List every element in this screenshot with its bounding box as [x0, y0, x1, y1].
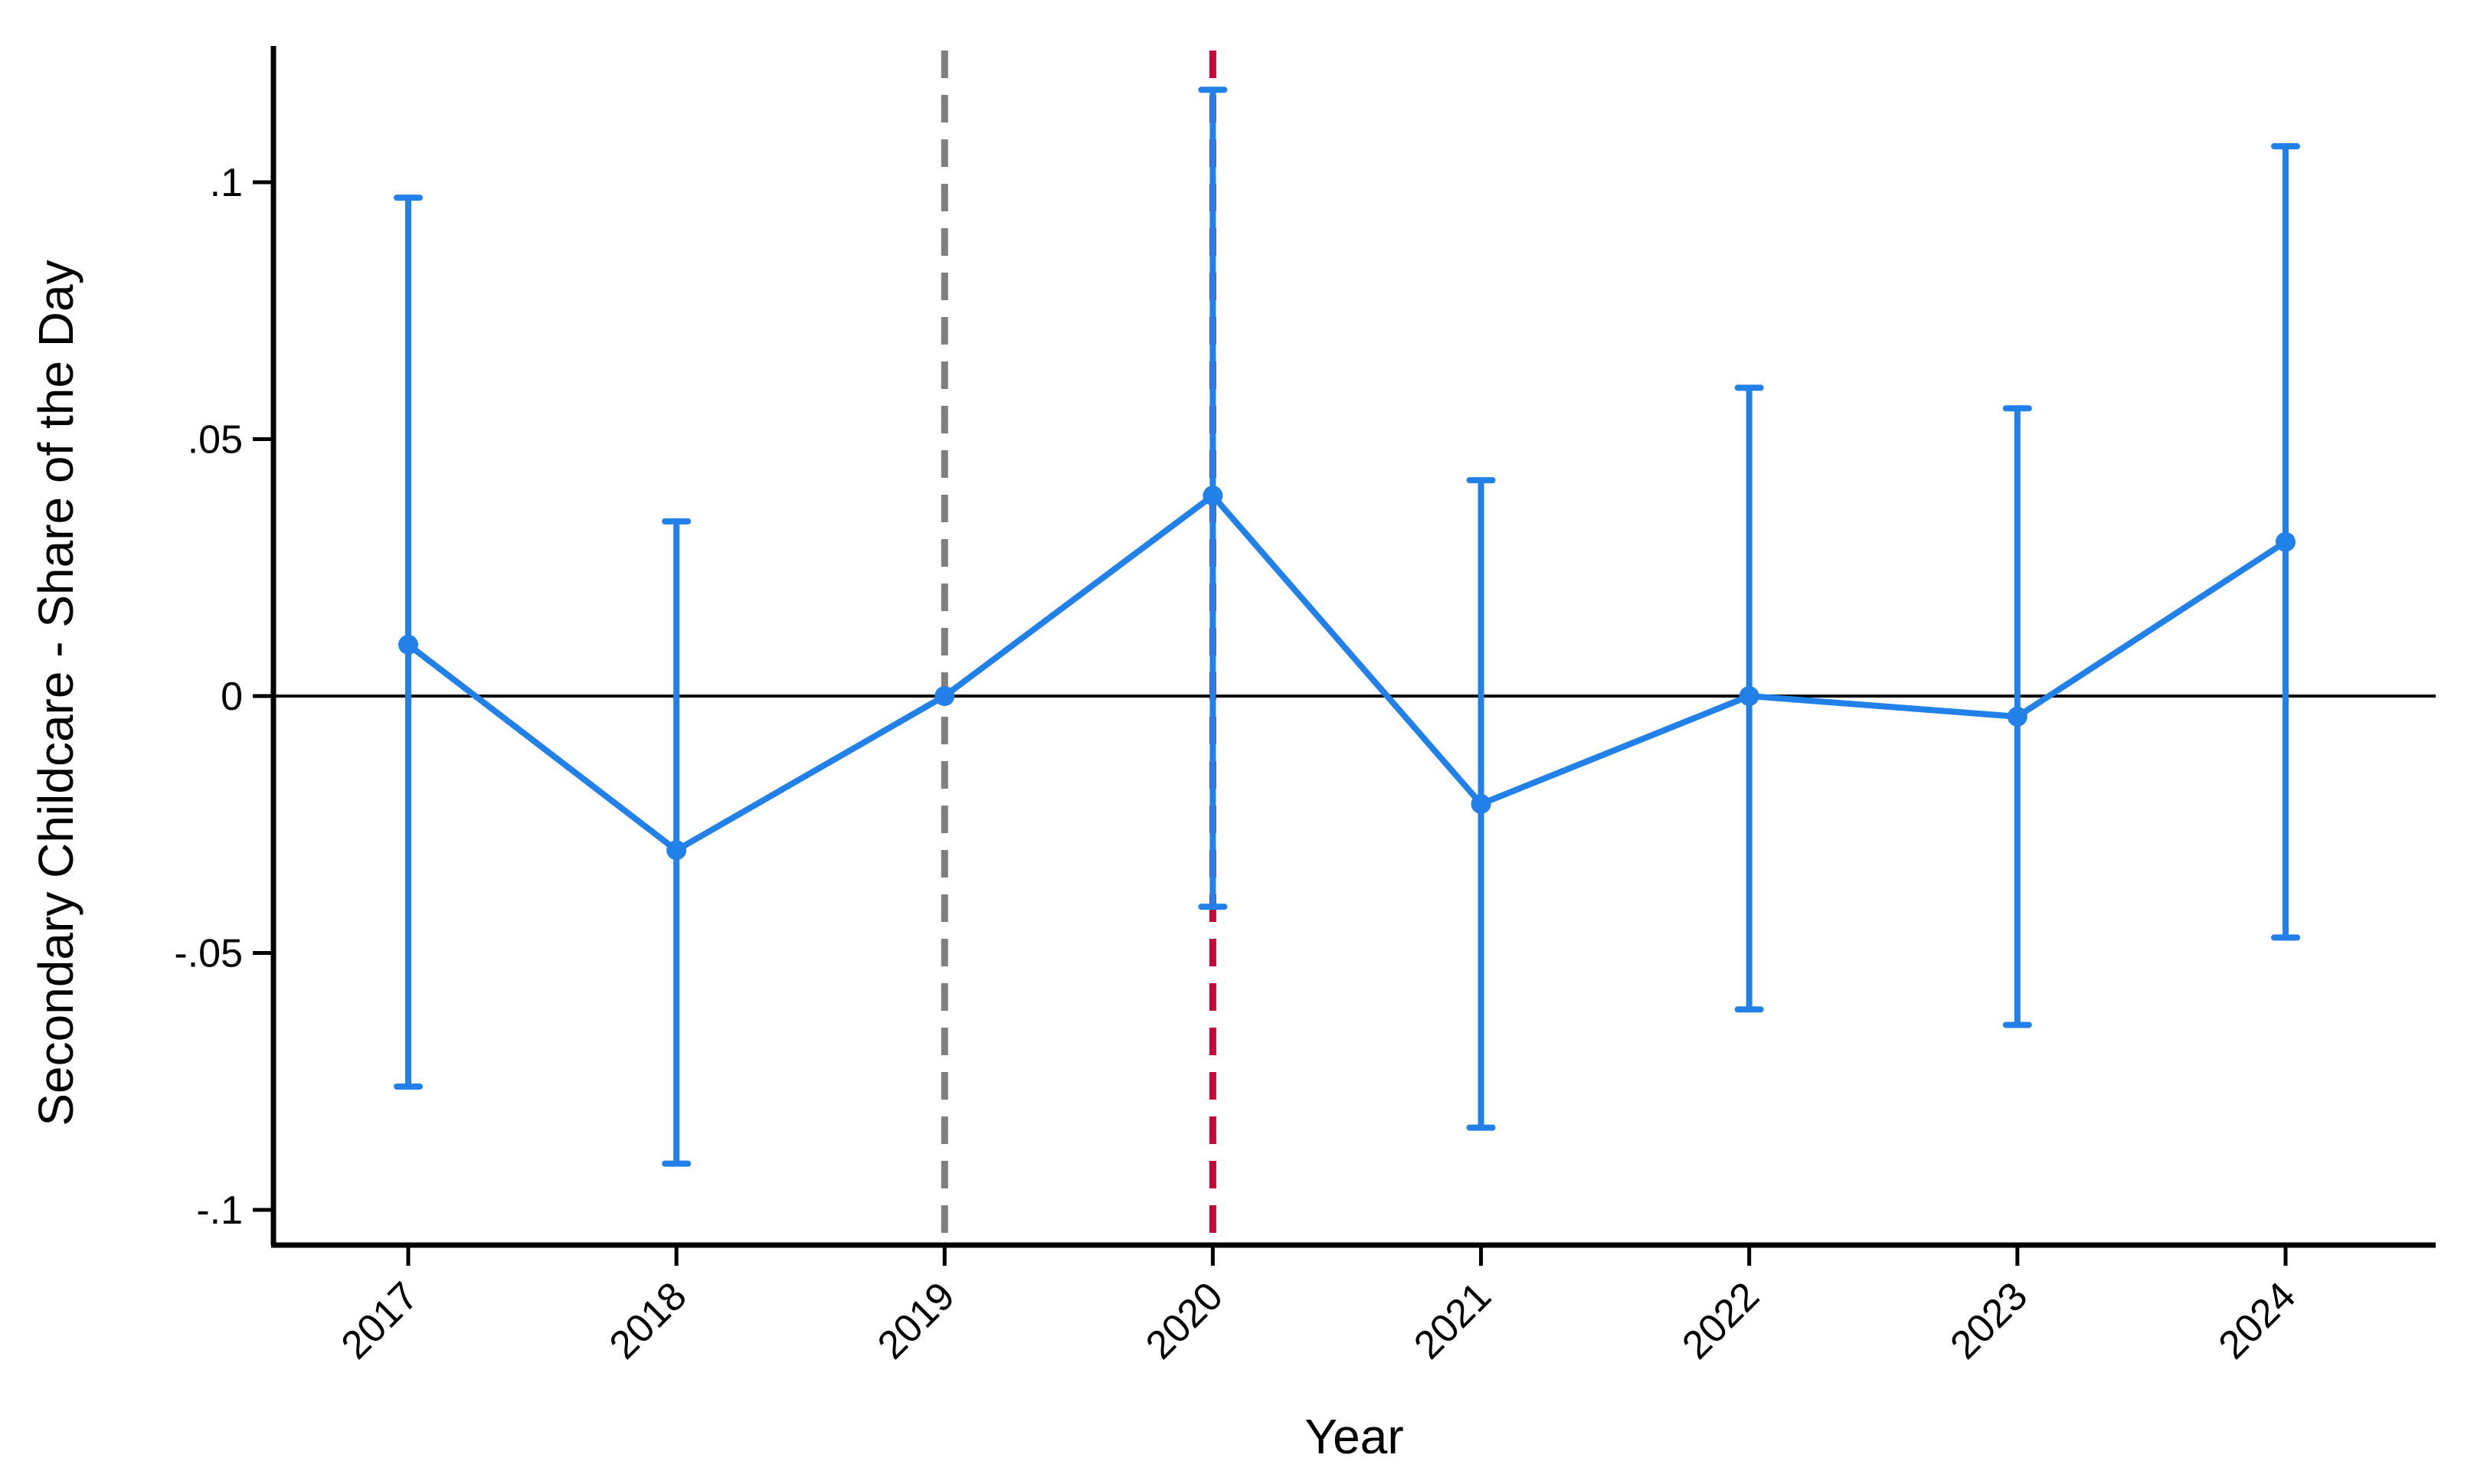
data-point — [2276, 531, 2296, 552]
data-point — [2007, 706, 2027, 727]
data-point — [1203, 485, 1223, 506]
estimate-line — [406, 492, 2288, 854]
data-point — [666, 840, 687, 861]
y-tick-label: .1 — [210, 161, 243, 205]
y-axis-title: Secondary Childcare - Share of the Day — [28, 260, 83, 1126]
reference-lines — [941, 51, 1216, 1245]
x-tick-label: 2022 — [1674, 1273, 1768, 1368]
x-axis-title: Year — [1304, 1409, 1403, 1464]
x-tick-label: 2023 — [1942, 1273, 2037, 1368]
axes: .1 .05 0 -.05 -.1 2017 2018 2019 2020 2021 2022 202… — [174, 46, 2436, 1368]
y-tick-label: .05 — [188, 418, 243, 463]
y-tick-label: -.1 — [196, 1188, 243, 1233]
x-tick-label: 2021 — [1406, 1273, 1500, 1368]
x-tick-label: 2018 — [601, 1273, 695, 1368]
data-point — [1739, 686, 1759, 706]
series-group — [394, 87, 2301, 1167]
y-tick-label: 0 — [221, 675, 243, 719]
x-tick-label: 2019 — [869, 1273, 964, 1368]
x-tick-label: 2017 — [333, 1273, 427, 1368]
x-tick-label: 2024 — [2211, 1273, 2305, 1368]
x-tick-label: 2020 — [1137, 1273, 1232, 1368]
y-tick-label: -.05 — [174, 932, 243, 976]
data-point — [398, 634, 418, 655]
data-point — [934, 686, 955, 706]
data-point — [1471, 793, 1491, 814]
